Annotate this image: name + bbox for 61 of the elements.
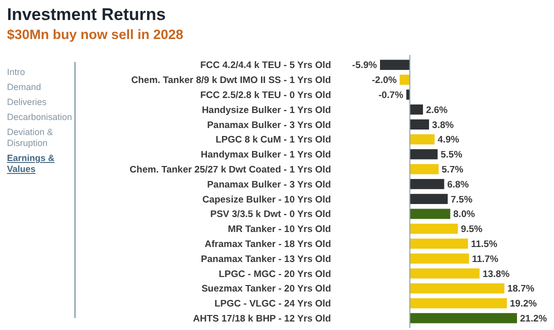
bar xyxy=(410,283,504,294)
text: Deviation & Disruption xyxy=(7,127,54,148)
bar xyxy=(410,313,517,324)
data-label: 9.5% xyxy=(460,224,484,236)
y-tick-label: Suezmax Tanker - 20 Yrs Old xyxy=(201,284,332,295)
y-tick-label: MR Tanker - 10 Yrs Old xyxy=(228,224,332,236)
bar xyxy=(410,238,468,249)
y-tick-label: Aframax Tanker - 18 Yrs Old xyxy=(204,238,332,250)
bar xyxy=(410,149,438,160)
bar xyxy=(410,208,450,219)
y-tick-label: Handysize Bulker - 1 Yrs Old xyxy=(202,104,332,116)
bar xyxy=(410,134,435,144)
bar xyxy=(410,178,444,190)
data-label: -0.7% xyxy=(378,90,404,101)
y-tick-label: LPGC - MGC - 20 Yrs Old xyxy=(218,268,332,280)
data-label: 21.2% xyxy=(520,313,548,324)
data-label: 7.5% xyxy=(450,194,473,206)
y-tick-label: Panamax Tanker - 13 Yrs Old xyxy=(200,254,332,265)
data-label: 19.2% xyxy=(510,298,538,310)
bar xyxy=(410,104,423,115)
bar xyxy=(400,74,410,85)
bar xyxy=(410,268,480,279)
data-label: 4.9% xyxy=(438,134,460,146)
y-tick-label: PSV 3/3.5 k Dwt - 0 Yrs Old xyxy=(210,209,332,220)
text: Intro xyxy=(7,67,26,77)
y-tick-label: FCC 4.2/4.4 k TEU - 5 Yrs Old xyxy=(200,60,332,72)
data-label: 5.5% xyxy=(440,150,463,161)
text: Demand xyxy=(7,82,42,92)
data-label: 3.8% xyxy=(432,120,454,131)
y-tick-label: FCC 2.5/2.8 k TEU - 0 Yrs Old xyxy=(200,90,332,101)
text: Decarbonisation xyxy=(7,112,72,122)
y-tick-label: Panamax Bulker - 3 Yrs Old xyxy=(207,120,332,131)
text: Earnings & Values xyxy=(7,153,56,174)
y-tick-label: Chem. Tanker 25/27 k Dwt Coated - 1 Yrs Old xyxy=(130,164,332,176)
y-tick-label: Handymax Bulker - 1 Yrs Old xyxy=(200,150,332,161)
bar xyxy=(410,164,439,174)
y-tick-label: Chem. Tanker 8/9 k Dwt IMO II SS - 1 Yrs Old xyxy=(131,75,332,86)
bar xyxy=(410,119,430,130)
y-tick-label: LPGC - VLGC - 24 Yrs Old xyxy=(214,298,332,310)
bar xyxy=(410,253,469,264)
data-label: 8.0% xyxy=(453,209,476,220)
data-label: 11.7% xyxy=(472,254,499,265)
data-label: 2.6% xyxy=(426,104,448,116)
y-tick-label: Panamax Bulker - 3 Yrs Old xyxy=(207,179,332,190)
data-label: 13.8% xyxy=(482,268,510,280)
data-label: 5.7% xyxy=(442,164,464,176)
text: $30Mn buy now sell in 2028 xyxy=(7,27,184,42)
data-label: 6.8% xyxy=(447,179,470,190)
data-label: -5.9% xyxy=(352,60,378,72)
bar xyxy=(410,298,507,308)
data-label: -2.0% xyxy=(372,75,398,86)
bar xyxy=(410,194,448,204)
y-tick-label: LPGC 8 k CuM - 1 Yrs Old xyxy=(216,134,332,146)
data-label: 11.5% xyxy=(470,238,498,250)
text: Deliveries xyxy=(7,97,48,107)
bar xyxy=(380,60,410,70)
y-tick-label: Capesize Bulker - 10 Yrs Old xyxy=(202,194,332,206)
y-tick-label: AHTS 17/18 k BHP - 12 Yrs Old xyxy=(193,313,332,324)
text: Investment Returns xyxy=(7,5,166,24)
data-label: 18.7% xyxy=(507,284,535,295)
bar xyxy=(410,224,458,234)
